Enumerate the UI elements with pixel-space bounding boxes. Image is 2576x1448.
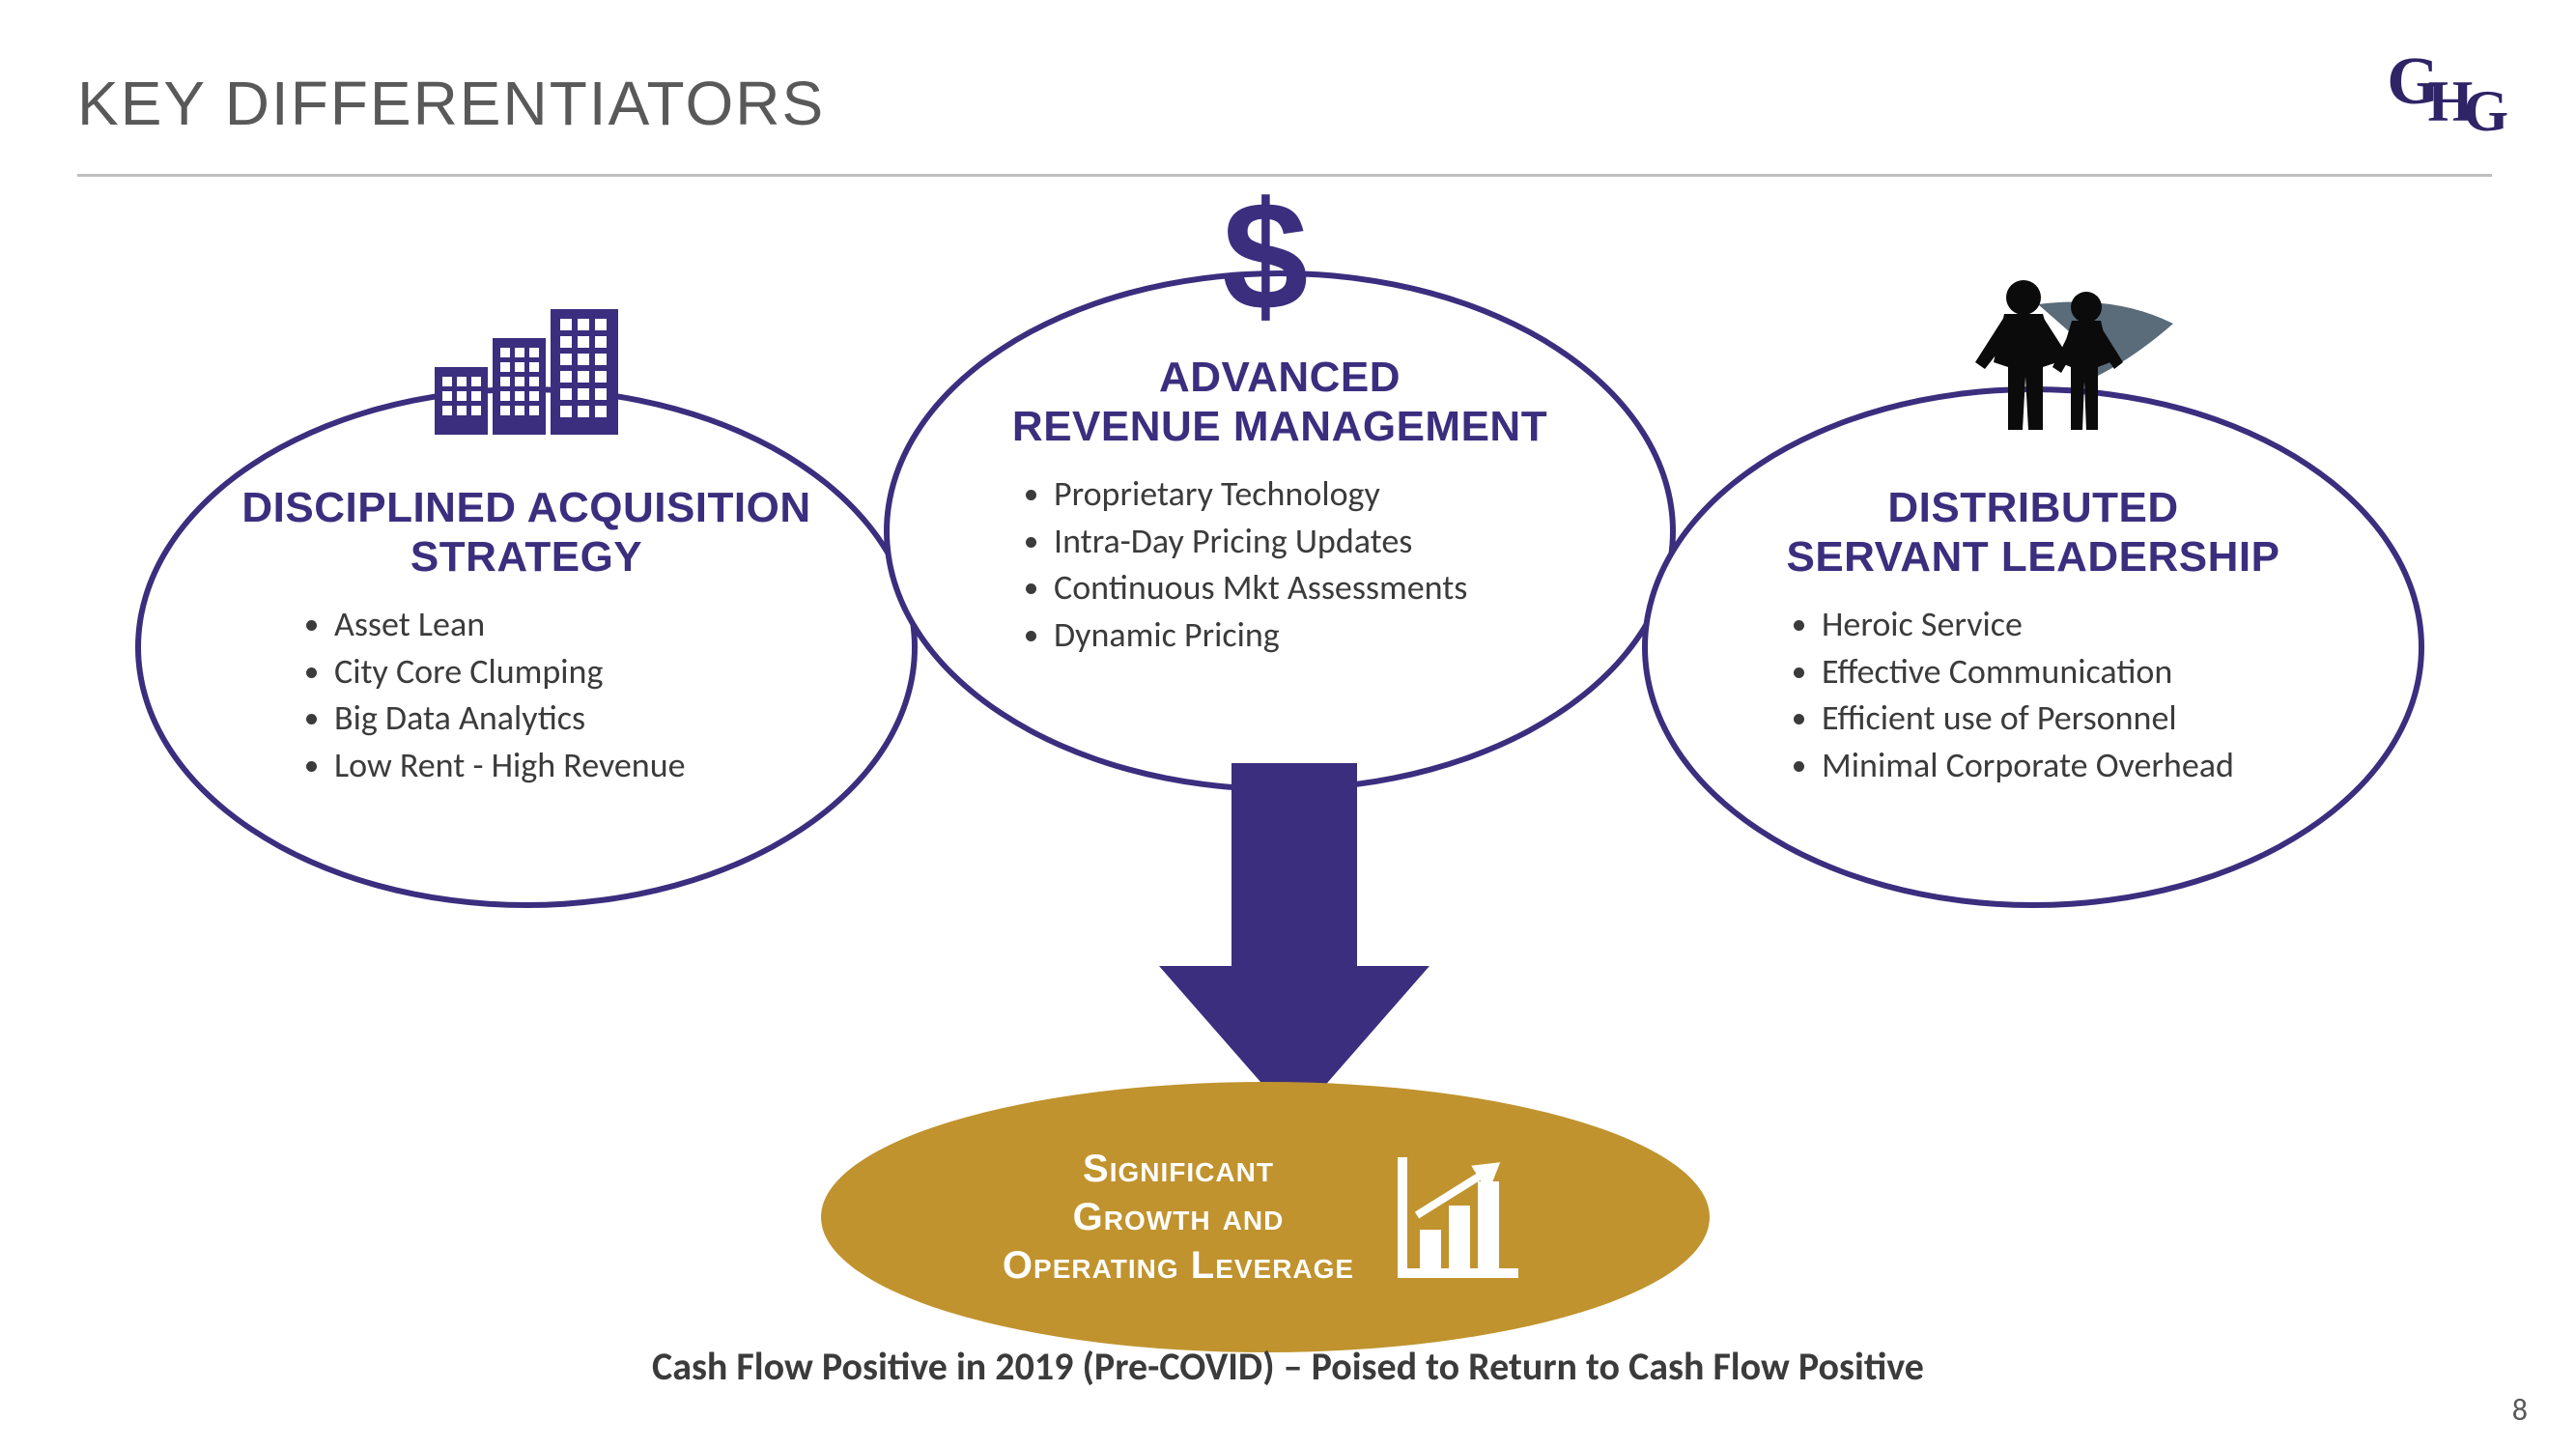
slide: KEY DIFFERENTIATORS GHG DISCIPLINED ACQU… [0,0,2576,1448]
list-item: Dynamic Pricing [1054,611,1670,659]
ellipse-title: ADVANCED REVENUE MANAGEMENT [890,354,1670,451]
bullet-list: Asset Lean City Core Clumping Big Data A… [141,601,912,788]
list-item: Effective Communication [1822,648,2419,696]
list-item: Low Rent - High Revenue [334,742,912,789]
list-item: Minimal Corporate Overhead [1822,742,2419,789]
ellipse-title: DISCIPLINED ACQUISITION STRATEGY [141,484,912,582]
result-line: Significant [1083,1148,1274,1190]
bullet-list: Proprietary Technology Intra-Day Pricing… [890,470,1670,658]
bar-chart-icon [1393,1148,1528,1288]
logo: GHG [2387,48,2508,116]
heroes-icon [1932,270,2183,435]
dollar-icon: $ [1207,184,1323,338]
title-line: STRATEGY [410,533,642,581]
title-bar: KEY DIFFERENTIATORS [77,68,2492,139]
svg-text:$: $ [1223,184,1309,338]
title-rule [77,174,2492,177]
down-arrow-icon [1159,763,1430,1135]
footer-text: Cash Flow Positive in 2019 (Pre-COVID) –… [0,1343,2576,1390]
list-item: Asset Lean [334,601,912,648]
list-item: Intra-Day Pricing Updates [1054,518,1670,565]
ellipse-leadership: DISTRIBUTED SERVANT LEADERSHIP Heroic Se… [1642,386,2424,908]
page-title: KEY DIFFERENTIATORS [77,68,2492,139]
ellipse-result: Significant Growth and Operating Leverag… [821,1082,1710,1352]
list-item: Proprietary Technology [1054,470,1670,518]
list-item: Heroic Service [1822,601,2419,648]
page-number: 8 [2512,1391,2528,1429]
result-line: Growth and [1073,1196,1285,1238]
title-line: DISCIPLINED ACQUISITION [241,484,810,531]
list-item: Continuous Mkt Assessments [1054,564,1670,611]
buildings-icon [425,299,637,435]
list-item: Big Data Analytics [334,695,912,742]
ellipse-acquisition: DISCIPLINED ACQUISITION STRATEGY Asset L… [135,386,918,908]
ellipse-revenue: ADVANCED REVENUE MANAGEMENT Proprietary … [884,270,1676,792]
title-line: DISTRIBUTED [1887,484,2178,531]
ellipse-title: DISTRIBUTED SERVANT LEADERSHIP [1648,484,2419,582]
list-item: City Core Clumping [334,648,912,696]
list-item: Efficient use of Personnel [1822,695,2419,742]
title-line: ADVANCED [1159,354,1401,401]
title-line: SERVANT LEADERSHIP [1786,533,2279,581]
bullet-list: Heroic Service Effective Communication E… [1648,601,2419,788]
title-line: REVENUE MANAGEMENT [1012,403,1547,450]
result-line: Operating Leverage [1003,1244,1354,1287]
result-text: Significant Growth and Operating Leverag… [1003,1145,1354,1290]
